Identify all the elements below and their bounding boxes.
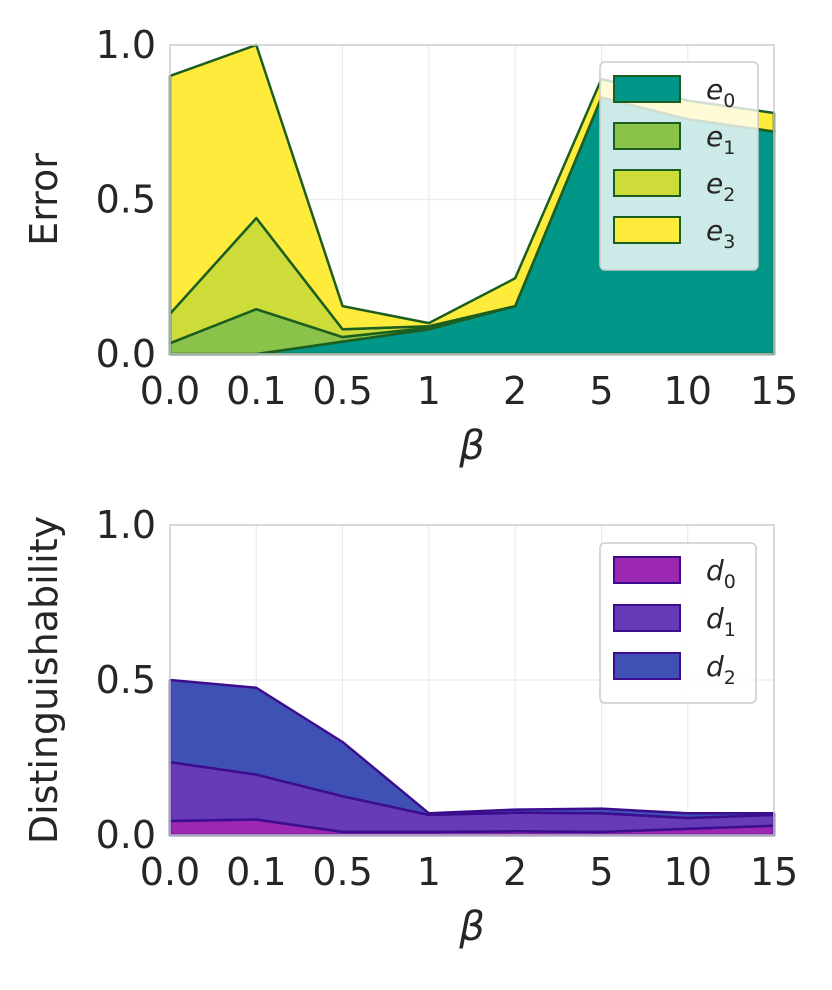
legend-symbol: e <box>706 120 723 153</box>
legend-subscript: 0 <box>724 571 736 593</box>
y-tick-label: 0.0 <box>96 813 156 857</box>
legend-subscript: 2 <box>723 184 735 206</box>
legend-label-e3: e3 <box>706 214 735 253</box>
legend-subscript: 1 <box>723 137 735 159</box>
legend-swatch-e1 <box>613 122 681 150</box>
plot-frame <box>169 524 775 836</box>
legend-swatch-d1 <box>613 604 681 632</box>
plot-frame <box>169 44 775 355</box>
x-tick-label: 15 <box>750 369 798 413</box>
legend-subscript: 1 <box>724 619 736 641</box>
x-tick-label: 0.5 <box>312 369 372 413</box>
legend-symbol: d <box>706 650 724 683</box>
legend-swatch-e2 <box>613 169 681 197</box>
legend-label-e0: e0 <box>706 73 735 112</box>
legend-symbol: d <box>706 602 724 635</box>
x-axis-label: β <box>458 904 485 950</box>
x-tick-label: 0.1 <box>226 850 286 894</box>
legend-swatch-d2 <box>613 652 681 680</box>
x-tick-label: 0.1 <box>226 369 286 413</box>
legend-label-d2: d2 <box>706 650 736 689</box>
x-tick-label: 2 <box>503 850 527 894</box>
legend-label-e2: e2 <box>706 167 735 206</box>
y-axis-label: Distinguishability <box>22 516 66 844</box>
y-tick-label: 1.0 <box>96 23 156 67</box>
legend-symbol: e <box>706 167 723 200</box>
x-tick-label: 1 <box>417 369 441 413</box>
x-tick-label: 15 <box>750 850 798 894</box>
y-tick-label: 0.5 <box>96 178 156 222</box>
legend-swatch-e0 <box>613 75 681 103</box>
y-tick-label: 0.0 <box>96 332 156 376</box>
distinguishability-chart: 0.0 0.1 0.5 1 2 5 10 150.00.51.0βDistinguishabi… <box>22 503 798 950</box>
x-tick-label: 0.0 <box>140 369 200 413</box>
legend-symbol: e <box>706 214 723 247</box>
y-tick-label: 1.0 <box>96 503 156 547</box>
x-tick-label: 10 <box>664 850 712 894</box>
x-tick-label: 10 <box>664 369 712 413</box>
legend-subscript: 0 <box>723 90 735 112</box>
legend-symbol: e <box>706 73 723 106</box>
legend-label-d0: d0 <box>706 554 736 593</box>
y-tick-label: 0.5 <box>96 658 156 702</box>
legend-swatch-d0 <box>613 556 681 584</box>
legend-symbol: d <box>706 554 724 587</box>
x-axis-label: β <box>458 423 485 469</box>
x-tick-label: 0.0 <box>140 850 200 894</box>
x-tick-label: 1 <box>417 850 441 894</box>
legend-label-d1: d1 <box>706 602 736 641</box>
legend-subscript: 2 <box>724 667 736 689</box>
x-tick-label: 2 <box>503 369 527 413</box>
x-tick-label: 5 <box>589 369 613 413</box>
legend-subscript: 3 <box>723 231 735 253</box>
legend-label-e1: e1 <box>706 120 735 159</box>
x-tick-label: 0.5 <box>312 850 372 894</box>
x-tick-label: 5 <box>589 850 613 894</box>
legend-swatch-e3 <box>613 216 681 244</box>
y-axis-label: Error <box>22 153 66 246</box>
